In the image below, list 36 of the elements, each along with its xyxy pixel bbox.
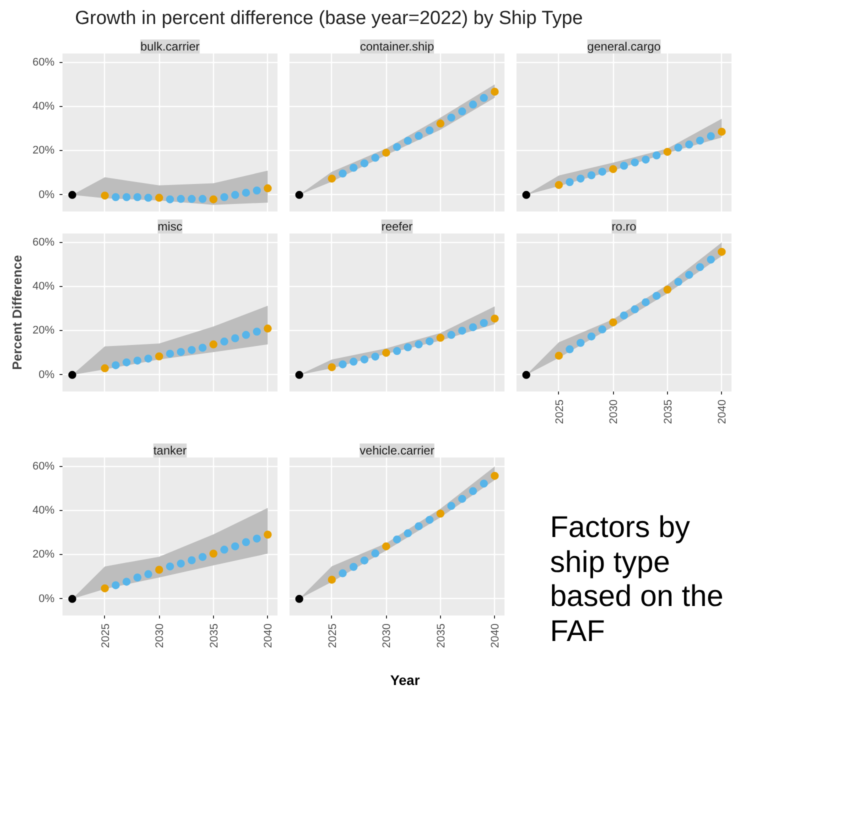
y-tick-label: 40% xyxy=(32,100,55,113)
y-tick-label: 20% xyxy=(32,324,55,337)
chart-title: tanker xyxy=(153,444,187,458)
text: Growth in percent difference (base year=2022) by Ship Type xyxy=(75,7,583,31)
y-tick-label: 0% xyxy=(38,369,55,382)
y-tick-label: 60% xyxy=(32,236,55,248)
text: Factors by ship type based on the FAF xyxy=(550,511,724,650)
x-tick-label: 2035 xyxy=(208,624,220,648)
y-tick-label: 60% xyxy=(32,56,55,68)
chart-title: reefer xyxy=(381,220,413,234)
chart-title: container.ship xyxy=(360,40,434,54)
y-tick-label: 20% xyxy=(32,548,55,561)
x-tick-label: 2035 xyxy=(662,400,674,424)
x-tick-label: 2040 xyxy=(716,400,729,424)
x-tick-label: 2025 xyxy=(100,624,112,648)
x-tick-label: 2030 xyxy=(381,624,394,648)
chart-title: bulk.carrier xyxy=(140,40,200,54)
x-tick-label: 2040 xyxy=(490,624,502,648)
x-tick-label: 2030 xyxy=(608,400,620,424)
chart-title: ro.ro xyxy=(612,220,637,234)
x-tick-label: 2035 xyxy=(435,624,448,648)
x-tick-label: 2030 xyxy=(154,624,166,648)
y-tick-label: 60% xyxy=(32,460,55,472)
y-tick-label: 0% xyxy=(38,189,55,202)
chart-title: vehicle.carrier xyxy=(360,444,434,458)
chart-title: general.cargo xyxy=(587,40,662,54)
y-tick-label: 40% xyxy=(32,504,55,517)
y-axis-title: Percent Difference xyxy=(9,255,24,370)
y-tick-label: 40% xyxy=(32,280,55,293)
x-tick-label: 2025 xyxy=(554,400,566,424)
y-tick-label: 0% xyxy=(38,593,55,606)
x-tick-label: 2040 xyxy=(262,624,275,648)
x-tick-label: 2025 xyxy=(326,624,339,648)
text: Year xyxy=(390,671,420,690)
y-tick-label: 20% xyxy=(32,144,55,157)
chart-title: misc xyxy=(158,220,182,234)
